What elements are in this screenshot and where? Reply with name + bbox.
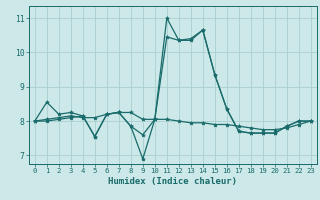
X-axis label: Humidex (Indice chaleur): Humidex (Indice chaleur)	[108, 177, 237, 186]
